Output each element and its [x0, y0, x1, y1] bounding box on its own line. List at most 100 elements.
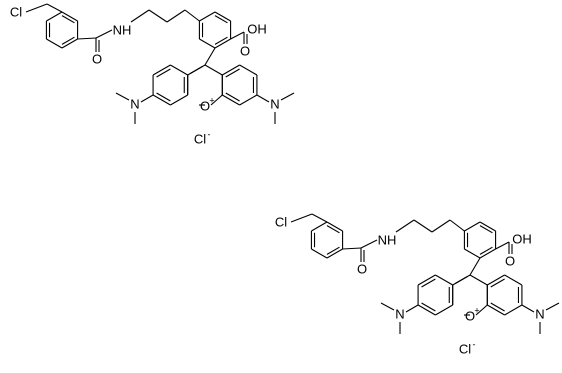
- bond: [342, 247, 362, 250]
- bond: [421, 278, 436, 288]
- bond: [214, 11, 231, 22]
- bond: [290, 213, 313, 223]
- bond: [405, 304, 419, 313]
- bond: [449, 219, 465, 232]
- bond: [61, 36, 75, 45]
- bond: [239, 64, 258, 76]
- bond: [46, 38, 63, 49]
- bond: [464, 221, 481, 232]
- bond: [256, 94, 270, 103]
- amine: NH: [378, 232, 397, 247]
- bond: [152, 64, 171, 76]
- bond: [280, 92, 295, 101]
- bond: [61, 15, 75, 24]
- bond: [487, 304, 505, 316]
- bond: [148, 9, 168, 23]
- counterion: Cl: [459, 341, 471, 356]
- bond: [417, 304, 436, 316]
- bond: [130, 9, 150, 23]
- bond: [115, 92, 130, 101]
- bond: [199, 38, 216, 49]
- bond: [222, 94, 240, 106]
- bond: [326, 225, 340, 234]
- bond: [435, 304, 453, 316]
- bond: [504, 274, 523, 286]
- bond: [495, 241, 510, 250]
- counterion: Cl: [194, 131, 206, 146]
- bond: [204, 47, 216, 66]
- acid-oh: OH: [247, 21, 267, 36]
- bond: [326, 248, 343, 259]
- bond: [184, 9, 200, 22]
- bond: [152, 94, 171, 106]
- acid-oh: OH: [512, 231, 532, 246]
- bond: [61, 11, 78, 22]
- bond: [479, 248, 496, 259]
- bond: [455, 276, 468, 284]
- bond: [360, 239, 378, 249]
- bond: [46, 11, 63, 22]
- bond: [380, 302, 395, 311]
- bond: [214, 36, 228, 45]
- bond: [225, 68, 240, 78]
- acid-o: O: [505, 253, 515, 268]
- bond: [545, 302, 560, 311]
- ring-o: O: [200, 98, 210, 113]
- bond: [490, 302, 505, 312]
- counterion-charge: -: [473, 339, 476, 349]
- bond: [475, 304, 488, 316]
- bond: [435, 274, 453, 286]
- n-right: N: [535, 306, 544, 321]
- ring-o: O: [465, 308, 475, 323]
- amide-o: O: [92, 51, 102, 66]
- bond: [156, 68, 171, 78]
- bond: [61, 38, 78, 49]
- bond: [311, 248, 328, 259]
- bond: [95, 29, 113, 39]
- bond: [395, 219, 415, 233]
- counterion-charge: -: [208, 129, 211, 139]
- bond: [25, 3, 48, 13]
- bond: [487, 274, 505, 286]
- amine: NH: [113, 22, 132, 37]
- bond: [214, 15, 228, 24]
- chloro: Cl: [10, 4, 22, 19]
- bond: [46, 3, 63, 13]
- bond: [204, 64, 223, 76]
- bond: [199, 11, 216, 22]
- bond: [225, 92, 240, 102]
- n-right: N: [270, 96, 279, 111]
- bond: [431, 219, 451, 233]
- bond: [479, 225, 493, 234]
- bond: [504, 304, 523, 316]
- bond: [214, 38, 231, 49]
- acid-o: O: [240, 43, 250, 58]
- bond: [464, 248, 481, 259]
- bond: [421, 302, 436, 312]
- bond: [413, 219, 433, 233]
- bond: [479, 221, 496, 232]
- bond: [222, 64, 240, 76]
- bond: [311, 221, 328, 232]
- amide-o: O: [357, 261, 367, 276]
- bond: [156, 92, 171, 102]
- bond: [166, 9, 186, 23]
- bond: [326, 221, 343, 232]
- bond: [326, 246, 340, 255]
- bond: [521, 304, 535, 313]
- bond: [417, 274, 436, 286]
- n-left: N: [395, 306, 404, 321]
- ring-charge: +: [209, 95, 214, 105]
- bond: [239, 94, 258, 106]
- bond: [469, 257, 481, 276]
- bond: [311, 213, 328, 223]
- bond: [190, 66, 203, 74]
- bond: [210, 94, 223, 106]
- bond: [490, 278, 505, 288]
- ring-charge: +: [474, 305, 479, 315]
- bond: [77, 37, 97, 40]
- bond: [170, 94, 188, 106]
